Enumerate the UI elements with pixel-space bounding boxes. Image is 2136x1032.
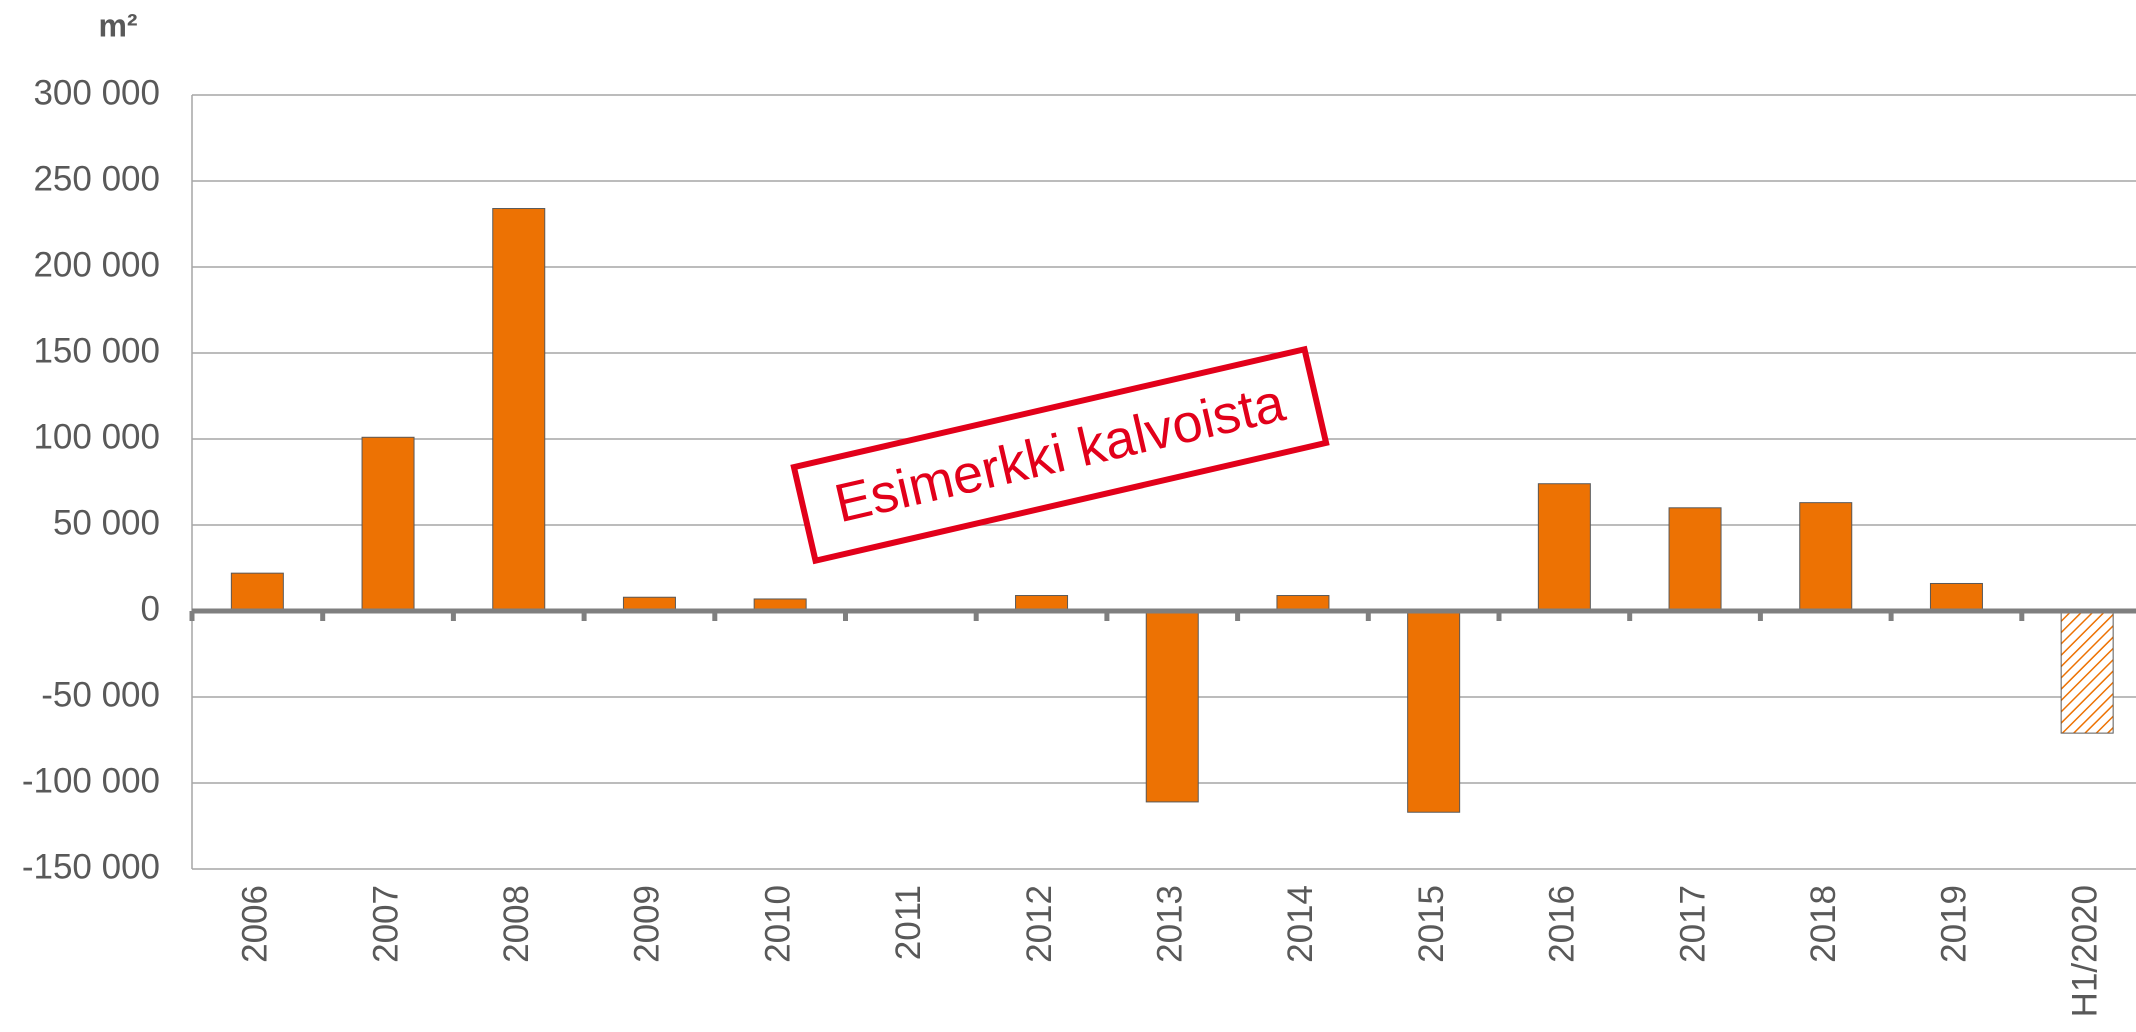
y-tick-label: 0 — [141, 589, 160, 628]
x-tick-label: 2006 — [236, 885, 275, 963]
x-tick-label: 2010 — [758, 885, 797, 963]
x-tick-label: 2007 — [366, 885, 405, 963]
bar — [492, 208, 546, 612]
unit-label: m² — [98, 7, 137, 43]
y-tick-label: 200 000 — [33, 245, 160, 284]
bar — [1537, 483, 1591, 612]
x-tick-label: 2011 — [889, 885, 928, 960]
y-tick-label: 100 000 — [33, 417, 160, 456]
bar — [1799, 502, 1853, 612]
y-tick-label: 300 000 — [33, 73, 160, 112]
x-tick-label: 2019 — [1935, 885, 1974, 963]
y-tick-label: -100 000 — [22, 761, 160, 800]
bar — [361, 436, 415, 612]
y-tick-label: 150 000 — [33, 331, 160, 370]
bar — [1407, 610, 1461, 813]
stamp-border — [790, 345, 1330, 565]
x-tick-label: 2012 — [1020, 885, 1059, 963]
bar — [1145, 610, 1199, 803]
x-tick-label: H1/2020 — [2065, 885, 2104, 1017]
y-tick-label: 250 000 — [33, 159, 160, 198]
x-tick-label: 2008 — [497, 885, 536, 963]
bar — [1668, 507, 1722, 612]
x-tick-label: 2015 — [1412, 885, 1451, 963]
bar — [2060, 610, 2114, 734]
x-tick-label: 2016 — [1543, 885, 1582, 963]
stamp: Esimerkki kalvoista — [790, 345, 1330, 565]
y-tick-label: -50 000 — [41, 675, 160, 714]
y-tick-label: 50 000 — [53, 503, 160, 542]
x-tick-label: 2014 — [1281, 885, 1320, 963]
x-tick-label: 2013 — [1151, 885, 1190, 963]
x-tick-label: 2009 — [628, 885, 667, 963]
x-tick-label: 2018 — [1804, 885, 1843, 963]
y-tick-label: -150 000 — [22, 847, 160, 886]
x-tick-label: 2017 — [1673, 885, 1712, 963]
bar — [1929, 582, 1983, 612]
bar — [230, 572, 284, 612]
